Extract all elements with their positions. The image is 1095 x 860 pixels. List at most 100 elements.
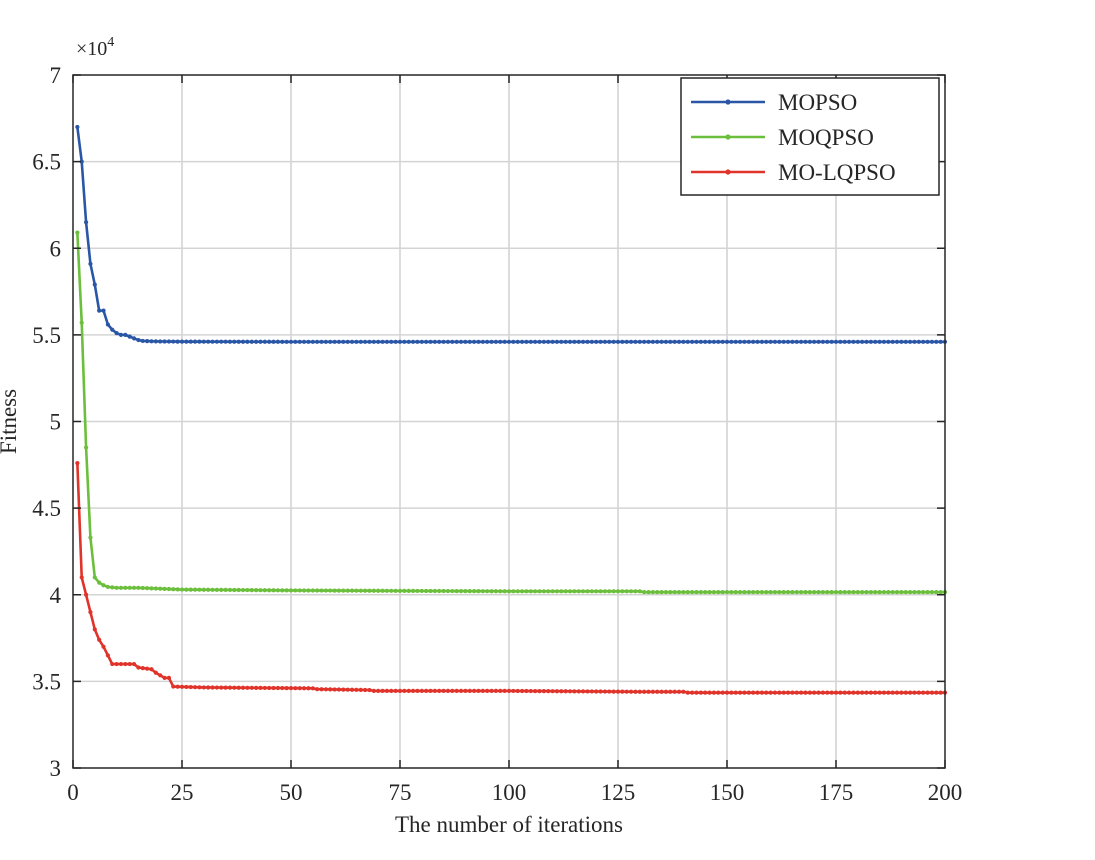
data-point — [585, 689, 590, 694]
data-point — [746, 339, 751, 344]
data-point — [746, 690, 751, 695]
data-point — [315, 588, 320, 593]
data-point — [908, 690, 913, 695]
data-point — [772, 339, 778, 344]
data-point — [306, 686, 311, 691]
data-point — [432, 588, 437, 594]
data-point — [179, 587, 185, 592]
x-tick-label: 25 — [171, 780, 194, 805]
data-point — [633, 589, 638, 594]
data-point — [223, 587, 228, 593]
data-point — [794, 590, 799, 595]
data-point — [450, 339, 455, 344]
data-point — [271, 339, 276, 344]
data-point — [541, 339, 546, 344]
data-point — [380, 588, 385, 593]
data-point — [737, 590, 743, 595]
data-point — [101, 308, 106, 313]
data-point — [323, 339, 328, 344]
data-point — [585, 339, 590, 344]
data-point — [803, 590, 808, 595]
data-point — [280, 339, 285, 344]
y-tick-label: 6.5 — [32, 150, 61, 175]
data-point — [764, 339, 769, 344]
data-point — [886, 590, 891, 595]
data-point — [816, 590, 821, 595]
data-point — [903, 590, 908, 595]
data-point — [458, 588, 464, 594]
data-point — [511, 339, 516, 344]
data-point — [890, 590, 895, 595]
data-point — [698, 339, 703, 344]
data-point — [284, 588, 289, 593]
data-point — [341, 339, 346, 344]
data-point — [110, 585, 115, 590]
data-point — [140, 665, 145, 671]
data-point — [210, 339, 215, 344]
data-point — [371, 588, 376, 593]
data-point — [711, 690, 717, 695]
data-point — [371, 339, 376, 344]
data-point — [463, 339, 468, 344]
data-point — [737, 690, 743, 695]
data-point — [672, 689, 677, 694]
data-point — [759, 339, 764, 344]
data-point — [620, 689, 625, 694]
data-point — [262, 685, 267, 691]
data-point — [123, 332, 128, 337]
data-point — [764, 590, 769, 595]
data-point — [925, 339, 930, 344]
data-point — [537, 339, 542, 344]
data-point — [537, 589, 542, 594]
data-point — [668, 689, 673, 694]
data-point — [480, 339, 485, 344]
data-point — [437, 688, 442, 694]
data-point — [519, 688, 525, 694]
data-point — [445, 588, 451, 594]
data-point — [336, 588, 342, 593]
data-point — [602, 339, 608, 344]
legend-label: MO-LQPSO — [778, 160, 896, 185]
data-point — [829, 690, 834, 695]
data-point — [777, 339, 782, 344]
data-point — [846, 339, 852, 344]
data-point — [925, 690, 930, 695]
data-point — [668, 339, 673, 344]
data-point — [92, 627, 97, 632]
data-point — [402, 588, 407, 593]
data-point — [812, 339, 817, 344]
data-point — [236, 587, 241, 593]
data-point — [206, 339, 211, 344]
data-point — [166, 586, 172, 592]
y-tick-label: 3 — [50, 756, 62, 781]
data-point — [101, 583, 106, 588]
data-point — [419, 339, 424, 344]
data-point — [79, 320, 84, 325]
data-point — [192, 587, 198, 592]
data-point — [206, 587, 211, 592]
data-point — [105, 653, 110, 658]
data-point — [175, 587, 180, 592]
data-point — [842, 590, 847, 595]
data-point — [502, 589, 507, 594]
data-point — [567, 589, 573, 594]
data-point — [820, 339, 826, 344]
data-point — [894, 590, 900, 595]
data-point — [611, 689, 616, 694]
data-point — [655, 689, 660, 694]
data-point — [803, 339, 808, 344]
data-point — [323, 588, 328, 593]
data-point — [179, 339, 185, 344]
data-point — [336, 687, 342, 692]
data-point — [254, 685, 259, 690]
data-point — [589, 339, 594, 344]
data-point — [676, 590, 682, 595]
data-point — [929, 690, 935, 695]
data-point — [345, 687, 350, 692]
data-point — [868, 690, 873, 695]
y-multiplier-exponent: 4 — [107, 35, 114, 50]
data-point — [659, 689, 664, 694]
data-point — [733, 339, 738, 344]
data-point — [454, 339, 459, 344]
data-point — [184, 684, 189, 690]
